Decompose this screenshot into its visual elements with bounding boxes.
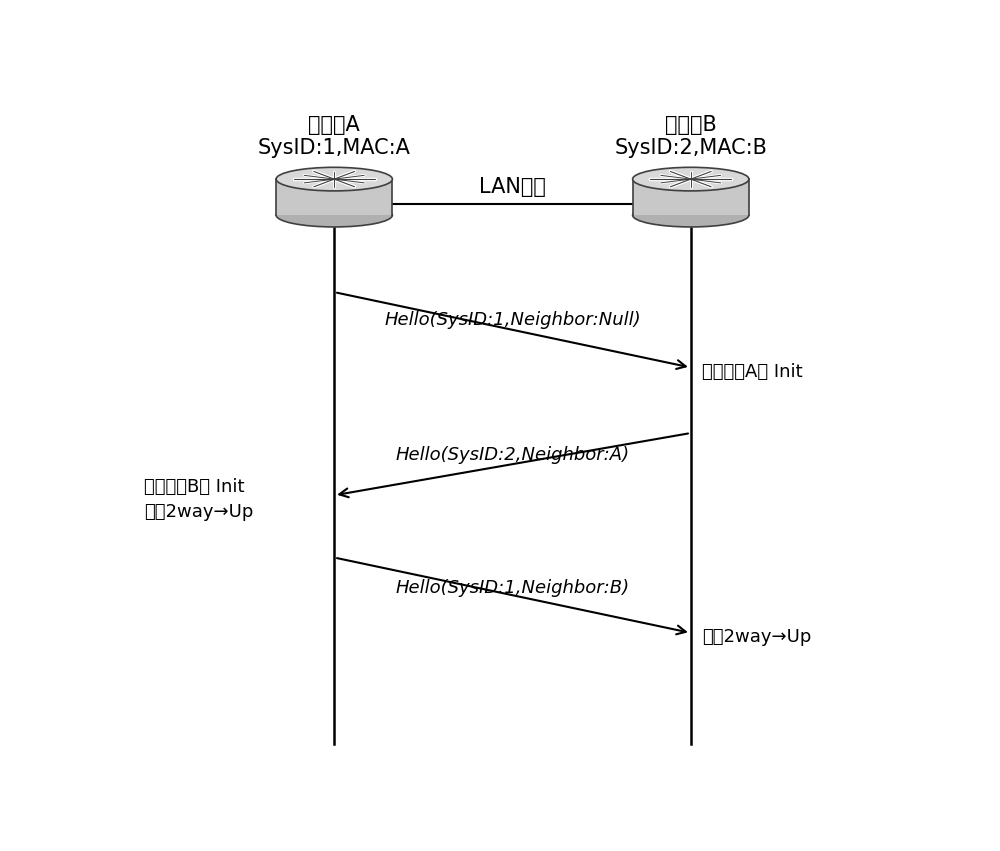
Text: Hello(SysID:1,Neighbor:Null): Hello(SysID:1,Neighbor:Null) [384,311,641,328]
Ellipse shape [633,168,749,191]
Text: LAN链路: LAN链路 [479,177,546,197]
Text: 路由器B: 路由器B [665,115,717,135]
Text: SysID:2,MAC:B: SysID:2,MAC:B [614,138,767,157]
Bar [633,179,749,215]
Ellipse shape [633,203,749,227]
Text: 创建邻居B： Init
通迆2way→Up: 创建邻居B： Init 通迆2way→Up [144,478,254,522]
Text: Hello(SysID:1,Neighbor:B): Hello(SysID:1,Neighbor:B) [395,580,630,597]
Bar [276,179,392,215]
Text: SysID:1,MAC:A: SysID:1,MAC:A [258,138,411,157]
Text: Hello(SysID:2,Neighbor:A): Hello(SysID:2,Neighbor:A) [395,446,630,464]
Text: 路由器A: 路由器A [308,115,360,135]
Text: 创建邻居A： Init: 创建邻居A： Init [702,363,803,381]
Text: 通迆2way→Up: 通迆2way→Up [702,629,812,647]
Ellipse shape [276,168,392,191]
Ellipse shape [276,203,392,227]
